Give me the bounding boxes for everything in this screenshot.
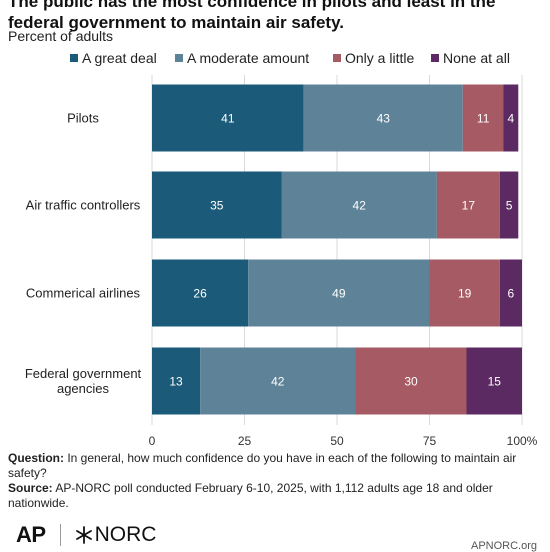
legend-label: A moderate amount [187,50,310,66]
legend-label: A great deal [82,50,157,66]
chart-notes: Question: In general, how much confidenc… [8,451,544,511]
category-label: Commerical airlines [26,286,141,301]
bar-segment [152,84,304,152]
data-label: 17 [462,199,476,213]
data-label: 15 [488,375,502,389]
bar-segment [466,347,522,415]
bar-segment [355,347,467,415]
source-note: Source: AP-NORC poll conducted February … [8,481,544,511]
chart-title: The public has the most confidence in pi… [8,0,496,32]
bar-segment [303,84,463,152]
chart-legend: A great deal A moderate amount Only a li… [0,50,550,68]
data-label: 26 [193,287,207,301]
data-label: 49 [332,287,346,301]
category-label: Pilots [67,111,99,126]
bar-segment [152,347,201,415]
legend-swatch-none [431,54,439,62]
source-label: Source: [8,481,53,495]
data-label: 5 [506,199,513,213]
legend-label: None at all [443,50,510,66]
logo-row: AP NORC [16,520,156,550]
norc-logo: NORC [75,523,157,547]
legend-swatch-great-deal [70,54,78,62]
data-label: 43 [377,112,391,126]
legend-item-none: None at all [431,50,510,66]
bar-segment [152,171,282,239]
legend-swatch-moderate [175,54,183,62]
stacked-bar-chart: 0 25 50 75 100% 41 43 11 4 Pilots 35 42 17 5 Air traff… [25,75,538,448]
x-tick-label: 50 [330,434,344,448]
legend-swatch-only-little [333,54,341,62]
bar-segment [152,259,249,327]
data-label: 13 [169,375,183,389]
x-tick-label: 0 [149,434,156,448]
bar-segment [436,171,500,239]
question-note: Question: In general, how much confidenc… [8,451,544,481]
category-label: Air traffic controllers [26,198,141,213]
chart-subtitle: Percent of adults [8,28,114,44]
data-label: 42 [271,375,285,389]
norc-star-icon [75,526,92,544]
legend-item-great-deal: A great deal [70,50,157,66]
bar-segment [503,84,519,152]
data-label: 41 [221,112,235,126]
bar-segment [248,259,430,327]
norc-logo-text: NORC [94,523,157,546]
legend-item-only-little: Only a little [333,50,414,66]
legend-label: Only a little [345,50,415,66]
x-tick-label: 25 [238,434,252,448]
bar-segment [462,84,504,152]
ap-logo: AP [16,522,46,547]
x-tick-label: 100% [507,434,538,448]
source-text: AP-NORC poll conducted February 6-10, 20… [8,481,493,510]
legend-item-moderate: A moderate amount [175,50,309,66]
bar-segment [499,171,519,239]
category-label: Federal government [25,366,142,381]
data-label: 30 [404,375,418,389]
bar-segment [200,347,356,415]
x-tick-label: 75 [423,434,437,448]
bar-segment [429,259,500,327]
data-label: 19 [458,287,472,301]
data-label: 11 [477,112,490,126]
data-label: 4 [508,112,515,126]
data-label: 6 [508,287,515,301]
question-label: Question: [8,451,64,465]
bar-segment [281,171,437,239]
logo-divider [59,524,61,546]
site-url: APNORC.org [471,540,538,552]
bar-segment [499,259,522,327]
data-label: 35 [210,199,224,213]
category-label: agencies [57,381,110,396]
data-label: 42 [353,199,367,213]
question-text: In general, how much confidence do you h… [8,451,517,480]
